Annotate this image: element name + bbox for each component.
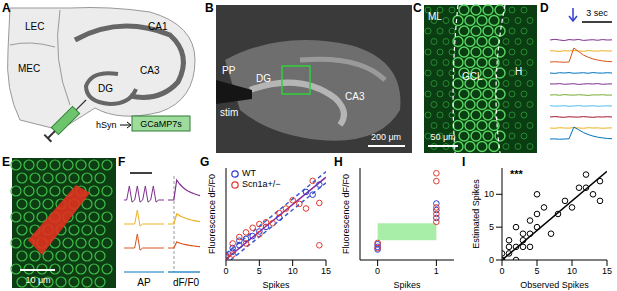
svg-text:C: C xyxy=(413,1,422,15)
svg-text:D: D xyxy=(540,1,549,15)
svg-text:H: H xyxy=(515,66,522,77)
svg-text:dF/F0: dF/F0 xyxy=(173,277,200,288)
svg-text:I: I xyxy=(462,155,465,169)
svg-text:G: G xyxy=(200,155,209,169)
svg-text:CA3: CA3 xyxy=(345,91,365,102)
svg-text:AP: AP xyxy=(137,277,151,288)
svg-text:PP: PP xyxy=(222,65,236,76)
svg-text:Fluorescence dF/F0: Fluorescence dF/F0 xyxy=(341,174,351,254)
svg-text:H: H xyxy=(334,155,343,169)
svg-text:stim: stim xyxy=(220,107,238,118)
svg-text:E: E xyxy=(2,155,10,169)
svg-text:50 μm: 50 μm xyxy=(430,132,455,142)
svg-text:15: 15 xyxy=(321,266,331,276)
svg-text:5: 5 xyxy=(257,266,262,276)
svg-text:GCL: GCL xyxy=(462,71,483,82)
svg-text:Spikes: Spikes xyxy=(262,280,290,290)
svg-text:LEC: LEC xyxy=(25,21,44,32)
svg-text:15: 15 xyxy=(602,266,612,276)
svg-text:0: 0 xyxy=(489,255,494,265)
html-text:WT: WT xyxy=(242,168,256,178)
svg-text:1: 1 xyxy=(434,266,439,276)
svg-text:CA3: CA3 xyxy=(140,65,160,76)
svg-text:10: 10 xyxy=(567,266,577,276)
svg-text:CA1: CA1 xyxy=(148,21,168,32)
svg-text:A: A xyxy=(2,1,11,15)
svg-text:Estimated Spikes: Estimated Spikes xyxy=(471,179,481,249)
svg-text:ML: ML xyxy=(428,11,442,22)
svg-text:0: 0 xyxy=(223,266,228,276)
svg-text:5: 5 xyxy=(534,266,539,276)
svg-text:B: B xyxy=(205,1,214,15)
svg-text:GCaMP7s: GCaMP7s xyxy=(140,119,182,129)
svg-text:hSyn: hSyn xyxy=(96,120,117,130)
svg-text:10: 10 xyxy=(288,266,298,276)
svg-text:MEC: MEC xyxy=(18,63,40,74)
svg-text:Fluorescence dF/F0: Fluorescence dF/F0 xyxy=(207,174,217,254)
svg-text:200 μm: 200 μm xyxy=(371,132,401,142)
svg-text:DG: DG xyxy=(98,83,113,94)
svg-text:DG: DG xyxy=(256,73,271,84)
svg-text:5: 5 xyxy=(489,222,494,232)
svg-text:Observed Spikes: Observed Spikes xyxy=(520,280,589,290)
svg-text:10 μm: 10 μm xyxy=(25,275,50,285)
svg-text:3 sec: 3 sec xyxy=(586,8,608,18)
svg-text:10: 10 xyxy=(484,189,494,199)
svg-text:0: 0 xyxy=(375,266,380,276)
html-text:Scn1a+/−: Scn1a+/− xyxy=(242,179,281,189)
svg-text:Spikes: Spikes xyxy=(393,280,421,290)
svg-text:0: 0 xyxy=(499,266,504,276)
svg-text:F: F xyxy=(118,155,125,169)
